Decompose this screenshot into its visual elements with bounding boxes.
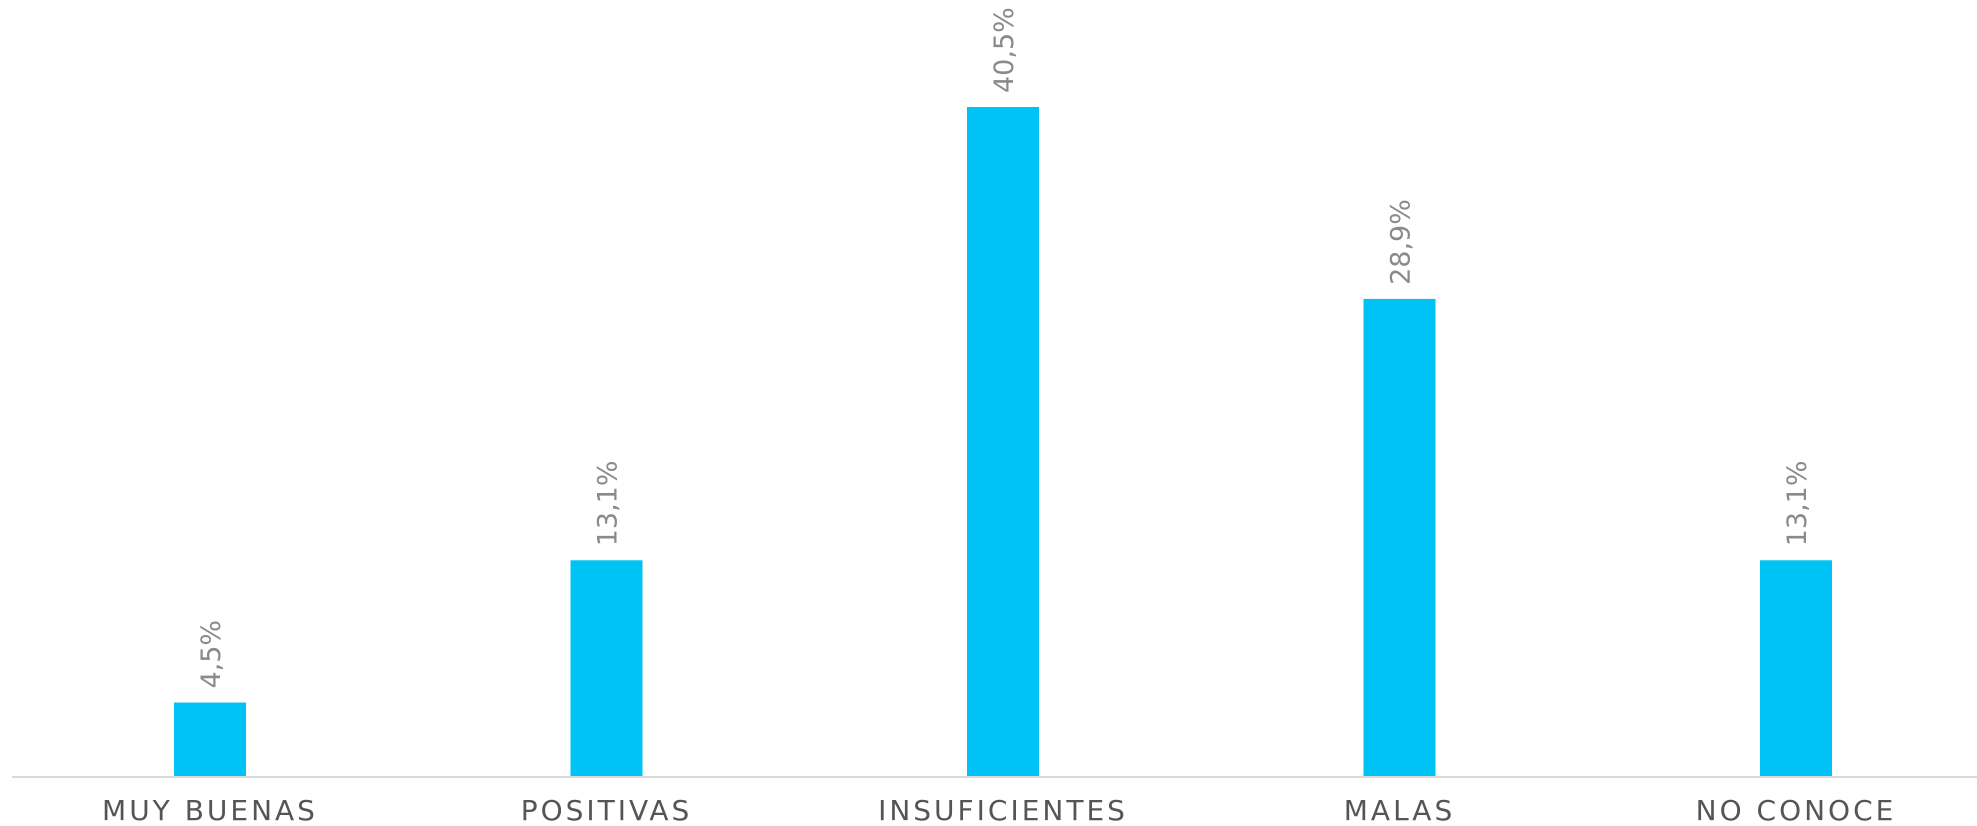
category-tick-label: MUY BUENAS xyxy=(102,794,318,826)
value-labels-group: 4,5% 13,1% 40,5% 28,9% 13,1% xyxy=(196,7,1813,688)
bar-value-label: 40,5% xyxy=(989,7,1020,93)
category-labels-group: MUY BUENAS POSITIVAS INSUFICIENTES MALAS NO … xyxy=(102,794,1897,826)
category-tick-label: POSITIVAS xyxy=(521,794,693,826)
bar-value-label: 4,5% xyxy=(196,620,227,689)
bar xyxy=(570,560,643,777)
bar-value-label: 28,9% xyxy=(1386,199,1417,285)
bar-value-label: 13,1% xyxy=(593,461,624,547)
category-tick-label: NO CONOCE xyxy=(1696,794,1897,826)
category-tick-label: MALAS xyxy=(1344,794,1455,826)
bar-value-label: 13,1% xyxy=(1782,461,1813,547)
category-tick-label: INSUFICIENTES xyxy=(878,794,1128,826)
bars-group xyxy=(174,107,1832,777)
bar xyxy=(174,702,246,777)
bar xyxy=(1363,298,1436,777)
bar xyxy=(967,107,1039,777)
bar xyxy=(1760,560,1832,777)
